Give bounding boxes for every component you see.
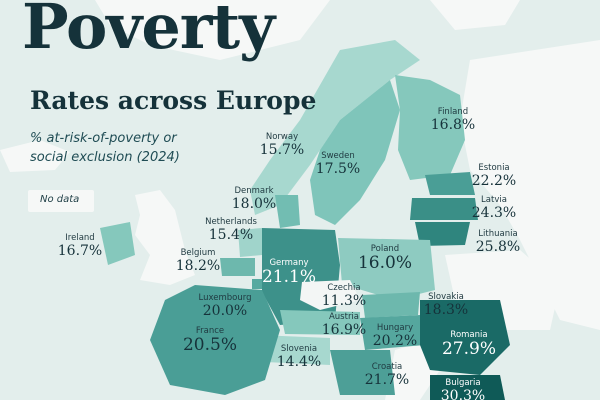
country-name: Denmark — [234, 186, 274, 196]
country-value: 17.5% — [315, 161, 361, 178]
label-bulgaria: Bulgaria 30.3% — [441, 378, 485, 400]
austria-shape — [280, 310, 360, 335]
label-hungary: Hungary 20.2% — [373, 323, 417, 349]
france-shape — [150, 285, 280, 395]
country-name: Croatia — [371, 362, 403, 372]
croatia-shape — [330, 350, 395, 395]
country-value: 30.3% — [440, 388, 486, 400]
country-value: 20.5% — [182, 335, 238, 356]
country-name: Belgium — [180, 248, 216, 258]
country-value: 20.2% — [372, 333, 418, 350]
label-austria: Austria 16.9% — [322, 312, 366, 338]
country-name: France — [195, 326, 225, 336]
country-name: Slovenia — [280, 344, 318, 354]
iceland-no-data — [0, 140, 70, 172]
poland-shape — [338, 238, 435, 300]
czechia-shape — [300, 280, 360, 310]
country-value: 21.1% — [261, 267, 317, 288]
country-name: Hungary — [376, 323, 414, 333]
russia-no-data — [460, 40, 600, 330]
country-value: 16.0% — [357, 253, 413, 274]
luxembourg-shape — [252, 279, 262, 289]
country-value: 21.7% — [364, 372, 410, 389]
label-france: France 20.5% — [183, 326, 237, 356]
country-name: Netherlands — [205, 217, 257, 227]
label-belgium: Belgium 18.2% — [176, 248, 220, 274]
sweden-shape — [310, 80, 400, 225]
label-poland: Poland 16.0% — [358, 244, 412, 274]
label-luxembourg: Luxembourg 20.0% — [199, 293, 252, 319]
country-value: 20.0% — [202, 303, 248, 320]
country-name: Romania — [450, 330, 488, 340]
country-name: Ireland — [65, 233, 95, 243]
country-name: Latvia — [481, 195, 507, 205]
country-value: 15.4% — [208, 227, 254, 244]
country-name: Norway — [265, 132, 299, 142]
legend-no-data-label: No data — [40, 194, 80, 205]
netherlands-shape — [238, 228, 262, 257]
country-name: Poland — [370, 244, 400, 254]
label-slovakia: Slovakia 18.3% — [424, 292, 468, 318]
denmark-shape — [275, 195, 300, 228]
country-name: Finland — [437, 107, 469, 117]
country-name: Germany — [269, 258, 309, 268]
country-value: 16.9% — [321, 322, 367, 339]
country-value: 16.7% — [57, 243, 103, 260]
country-name: Bulgaria — [445, 378, 481, 388]
label-ireland: Ireland 16.7% — [58, 233, 102, 259]
label-sweden: Sweden 17.5% — [316, 151, 360, 177]
label-slovenia: Slovenia 14.4% — [277, 344, 321, 370]
label-germany: Germany 21.1% — [262, 258, 316, 288]
country-name: Estonia — [478, 163, 510, 173]
country-value: 16.8% — [430, 117, 476, 134]
legend-no-data: No data — [28, 190, 94, 212]
ireland-shape — [100, 222, 135, 265]
page-subtitle: Rates across Europe — [30, 86, 317, 115]
label-netherlands: Netherlands 15.4% — [205, 217, 257, 243]
label-finland: Finland 16.8% — [431, 107, 475, 133]
label-croatia: Croatia 21.7% — [365, 362, 409, 388]
country-value: 14.4% — [276, 354, 322, 371]
legend-no-data-swatch — [28, 190, 94, 212]
uk-no-data — [135, 190, 195, 285]
country-name: Sweden — [321, 151, 355, 161]
country-name: Czechia — [327, 283, 361, 293]
slovakia-shape — [362, 292, 420, 318]
latvia-shape — [410, 198, 478, 220]
label-latvia: Latvia 24.3% — [472, 195, 516, 221]
finland-shape — [395, 75, 465, 180]
label-norway: Norway 15.7% — [260, 132, 304, 158]
bulgaria-shape — [430, 375, 505, 400]
label-lithuania: Lithuania 25.8% — [476, 229, 520, 255]
country-value: 15.7% — [259, 142, 305, 159]
label-estonia: Estonia 22.2% — [472, 163, 516, 189]
country-name: Luxembourg — [198, 293, 252, 303]
label-czechia: Czechia 11.3% — [322, 283, 366, 309]
estonia-shape — [425, 172, 475, 195]
metric-line-1: % at-risk-of-poverty or — [30, 131, 177, 146]
svalbard-no-data — [430, 0, 520, 30]
label-romania: Romania 27.9% — [442, 330, 496, 360]
metric-description: % at-risk-of-poverty or social exclusion… — [30, 130, 240, 168]
page-title: Poverty — [22, 0, 275, 63]
country-value: 18.0% — [231, 196, 277, 213]
country-name: Austria — [328, 312, 360, 322]
country-value: 18.3% — [423, 302, 469, 319]
country-value: 22.2% — [471, 173, 517, 190]
hungary-shape — [360, 315, 425, 350]
belgium-shape — [220, 258, 255, 276]
country-value: 27.9% — [441, 339, 497, 360]
country-name: Slovakia — [428, 292, 464, 302]
country-value: 25.8% — [475, 239, 521, 256]
greenland-no-data — [95, 0, 330, 60]
country-value: 11.3% — [321, 293, 367, 310]
country-value: 18.2% — [175, 258, 221, 275]
label-denmark: Denmark 18.0% — [232, 186, 276, 212]
metric-line-2: social exclusion (2024) — [30, 149, 180, 165]
country-value: 24.3% — [471, 205, 517, 222]
country-name: Lithuania — [478, 229, 518, 239]
romania-shape — [420, 300, 510, 375]
